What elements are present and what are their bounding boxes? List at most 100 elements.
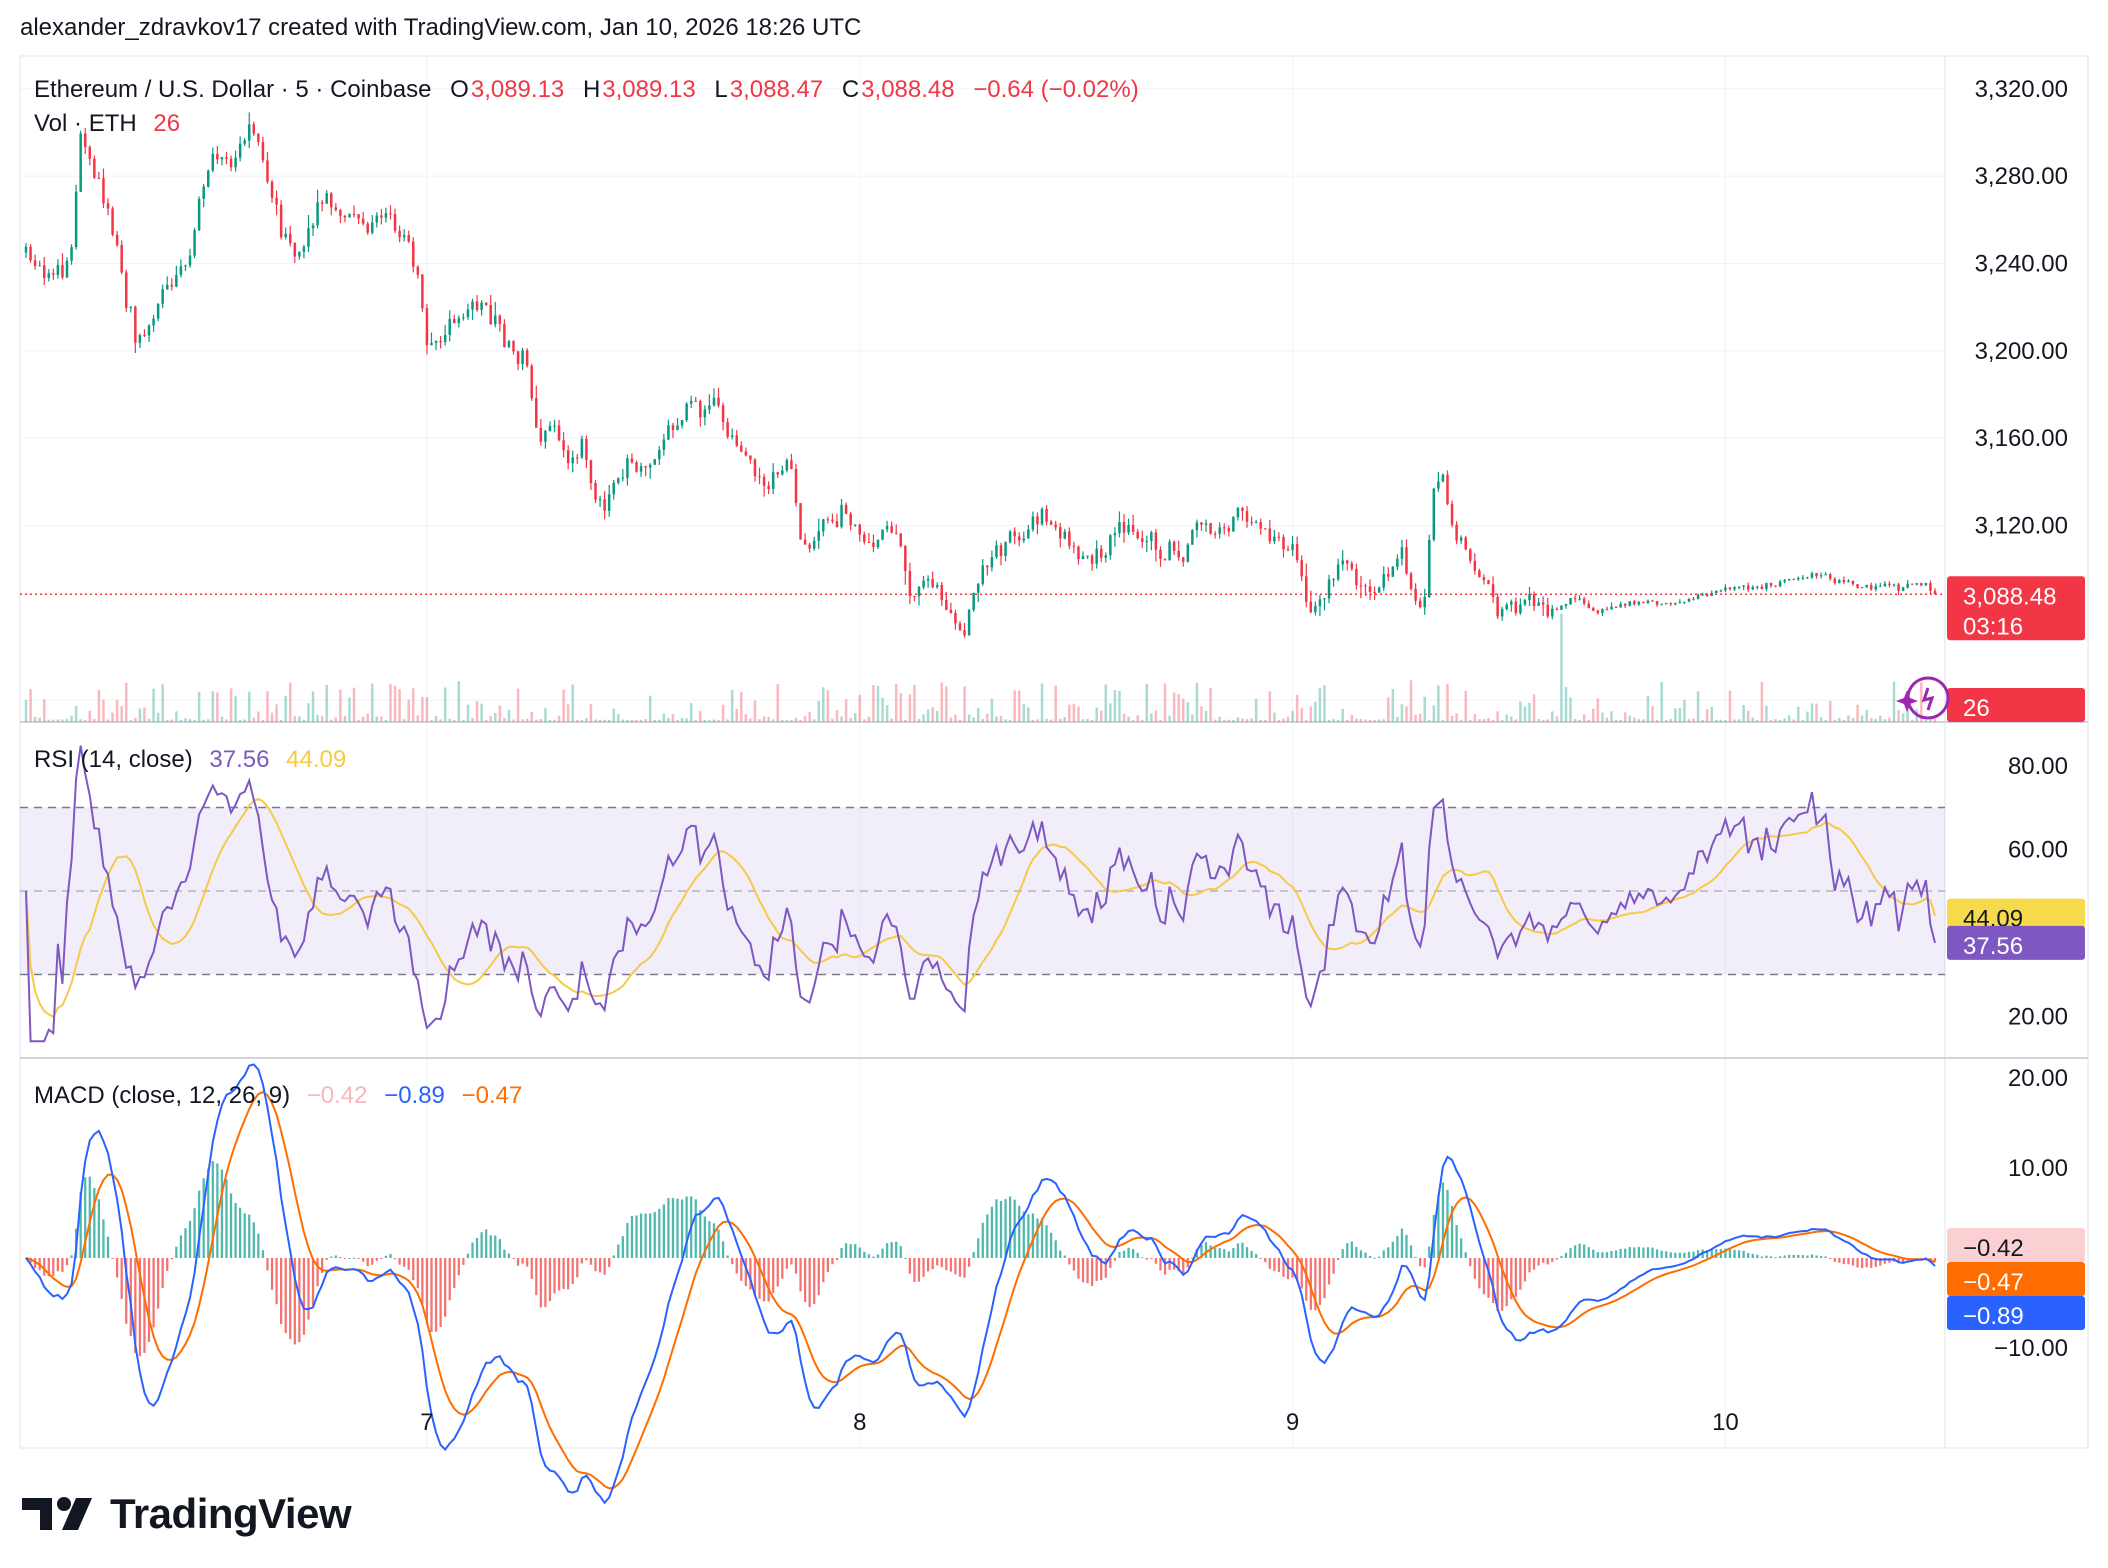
volume-bar: [1500, 719, 1504, 722]
candle-body: [311, 225, 315, 229]
volume-bar: [1733, 719, 1736, 722]
volume-bar: [1760, 681, 1764, 722]
macd-histogram-bar: [986, 1214, 989, 1258]
volume-bar: [316, 714, 319, 722]
volume-bar: [803, 715, 807, 722]
volume-bar: [1528, 702, 1531, 722]
candle-body: [680, 420, 684, 426]
volume-bar: [120, 706, 123, 722]
time-tick-label: 9: [1286, 1409, 1299, 1436]
candle-body: [1072, 545, 1076, 547]
candle-body: [1441, 474, 1445, 482]
volume-bar: [1218, 716, 1221, 722]
macd-histogram-bar: [1870, 1258, 1873, 1268]
macd-histogram-bar: [1806, 1255, 1809, 1258]
volume-bar: [1787, 715, 1791, 722]
candle-body: [261, 141, 265, 161]
macd-histogram-bar: [931, 1258, 934, 1270]
volume-bar: [858, 694, 862, 722]
candle-body: [1081, 556, 1085, 560]
volume-bar: [197, 691, 201, 722]
macd-histogram-bar: [1077, 1258, 1080, 1279]
candle-body: [1929, 583, 1932, 591]
macd-histogram-bar: [1838, 1258, 1841, 1263]
macd-histogram-bar: [307, 1258, 310, 1320]
candle-body: [357, 214, 360, 219]
volume-bar: [1879, 715, 1882, 722]
candle-body: [361, 218, 365, 224]
candle-body: [1168, 541, 1171, 561]
candle-body: [844, 504, 848, 514]
macd-histogram-bar: [252, 1222, 255, 1258]
volume-bar: [603, 719, 606, 722]
volume-bar: [566, 704, 570, 722]
macd-histogram-bar: [1847, 1258, 1850, 1265]
macd-tick-label: −10.00: [1994, 1335, 2068, 1362]
macd-histogram-bar: [43, 1258, 46, 1276]
macd-histogram-bar: [1255, 1253, 1258, 1258]
candle-body: [1751, 587, 1755, 590]
volume-bar: [33, 716, 37, 722]
volume-bar: [1582, 714, 1586, 722]
volume-bar: [1295, 694, 1299, 722]
candle-body: [1327, 579, 1331, 599]
volume-bar: [1478, 719, 1481, 722]
volume-bar: [639, 719, 643, 722]
macd-histogram-bar: [1460, 1238, 1463, 1258]
candle-body: [1058, 527, 1062, 539]
volume-bar: [894, 683, 898, 722]
macd-histogram-bar: [662, 1204, 665, 1258]
volume-bar: [922, 714, 925, 722]
macd-signal-badge-text: −0.47: [1963, 1269, 2024, 1296]
volume-bar: [1150, 713, 1153, 722]
volume-bar: [1163, 683, 1167, 722]
candle-body: [1068, 531, 1071, 546]
tradingview-logo-text: TradingView: [110, 1490, 352, 1537]
volume-bar: [1441, 719, 1445, 722]
rsi-tick-label: 20.00: [2008, 1003, 2068, 1030]
candle-body: [1824, 574, 1827, 576]
macd-histogram-bar: [999, 1200, 1003, 1258]
volume-bar: [1601, 712, 1604, 722]
candle-body: [607, 494, 611, 511]
macd-histogram-bar: [106, 1236, 110, 1258]
macd-histogram-bar: [708, 1221, 711, 1258]
candle-body: [867, 541, 871, 543]
macd-histogram-bar: [1601, 1252, 1604, 1258]
volume-bar: [1209, 688, 1212, 722]
candle-body: [1459, 537, 1463, 541]
candle-body: [1933, 590, 1937, 595]
macd-histogram-bar: [1642, 1247, 1645, 1258]
volume-bar: [1819, 717, 1823, 722]
macd-histogram-bar: [1236, 1243, 1240, 1258]
macd-histogram-bar: [535, 1258, 538, 1296]
candle-body: [1810, 573, 1814, 578]
volume-bar: [152, 688, 155, 722]
candle-body: [1355, 568, 1358, 586]
volume-bar: [1924, 719, 1928, 722]
macd-histogram-bar: [362, 1258, 365, 1262]
macd-histogram-bar: [1150, 1258, 1153, 1259]
candle-body: [83, 133, 87, 148]
candle-body: [102, 178, 105, 204]
macd-histogram-bar: [1687, 1251, 1691, 1258]
volume-bar: [211, 691, 215, 722]
candle-body: [954, 613, 957, 624]
macd-histogram-bar: [854, 1244, 857, 1258]
candle-body: [995, 545, 998, 558]
volume-bar: [1095, 707, 1098, 722]
macd-histogram-bar: [1491, 1258, 1495, 1303]
candle-body: [562, 440, 565, 451]
macd-signal-badge: −0.47: [1947, 1262, 2085, 1296]
volume-bar: [685, 718, 688, 722]
macd-histogram-bar: [758, 1258, 761, 1299]
candle-body: [794, 468, 798, 504]
volume-bar: [1227, 719, 1231, 722]
candle-body: [147, 325, 151, 336]
macd-histogram-bar: [858, 1247, 861, 1258]
candle-body: [1063, 531, 1067, 539]
macd-histogram-bar: [1245, 1247, 1249, 1258]
macd-histogram-bar: [1628, 1247, 1631, 1258]
macd-histogram-bar: [1036, 1218, 1039, 1258]
